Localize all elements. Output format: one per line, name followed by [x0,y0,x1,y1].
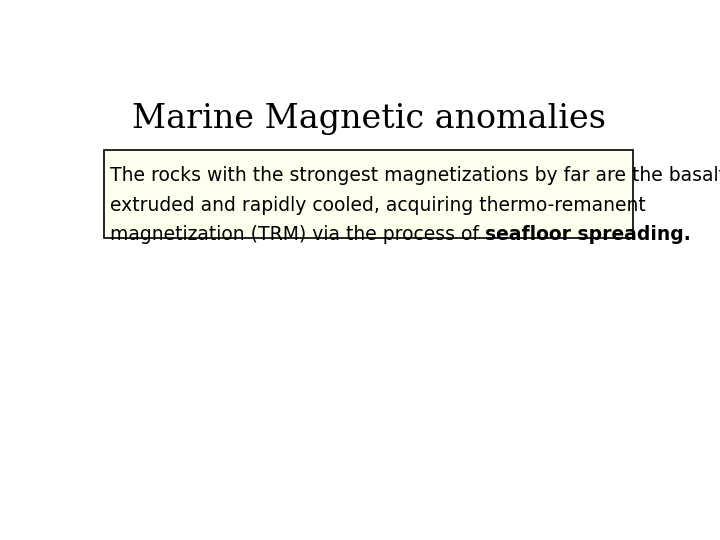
Text: magnetization (TRM) via the process of: magnetization (TRM) via the process of [110,225,485,244]
Text: extruded and rapidly cooled, acquiring thermo-remanent: extruded and rapidly cooled, acquiring t… [110,195,646,215]
Text: seafloor spreading.: seafloor spreading. [485,225,690,244]
Text: The rocks with the strongest magnetizations by far are the basalts: The rocks with the strongest magnetizati… [110,166,720,185]
Text: Marine Magnetic anomalies: Marine Magnetic anomalies [132,103,606,136]
FancyBboxPatch shape [104,150,632,238]
